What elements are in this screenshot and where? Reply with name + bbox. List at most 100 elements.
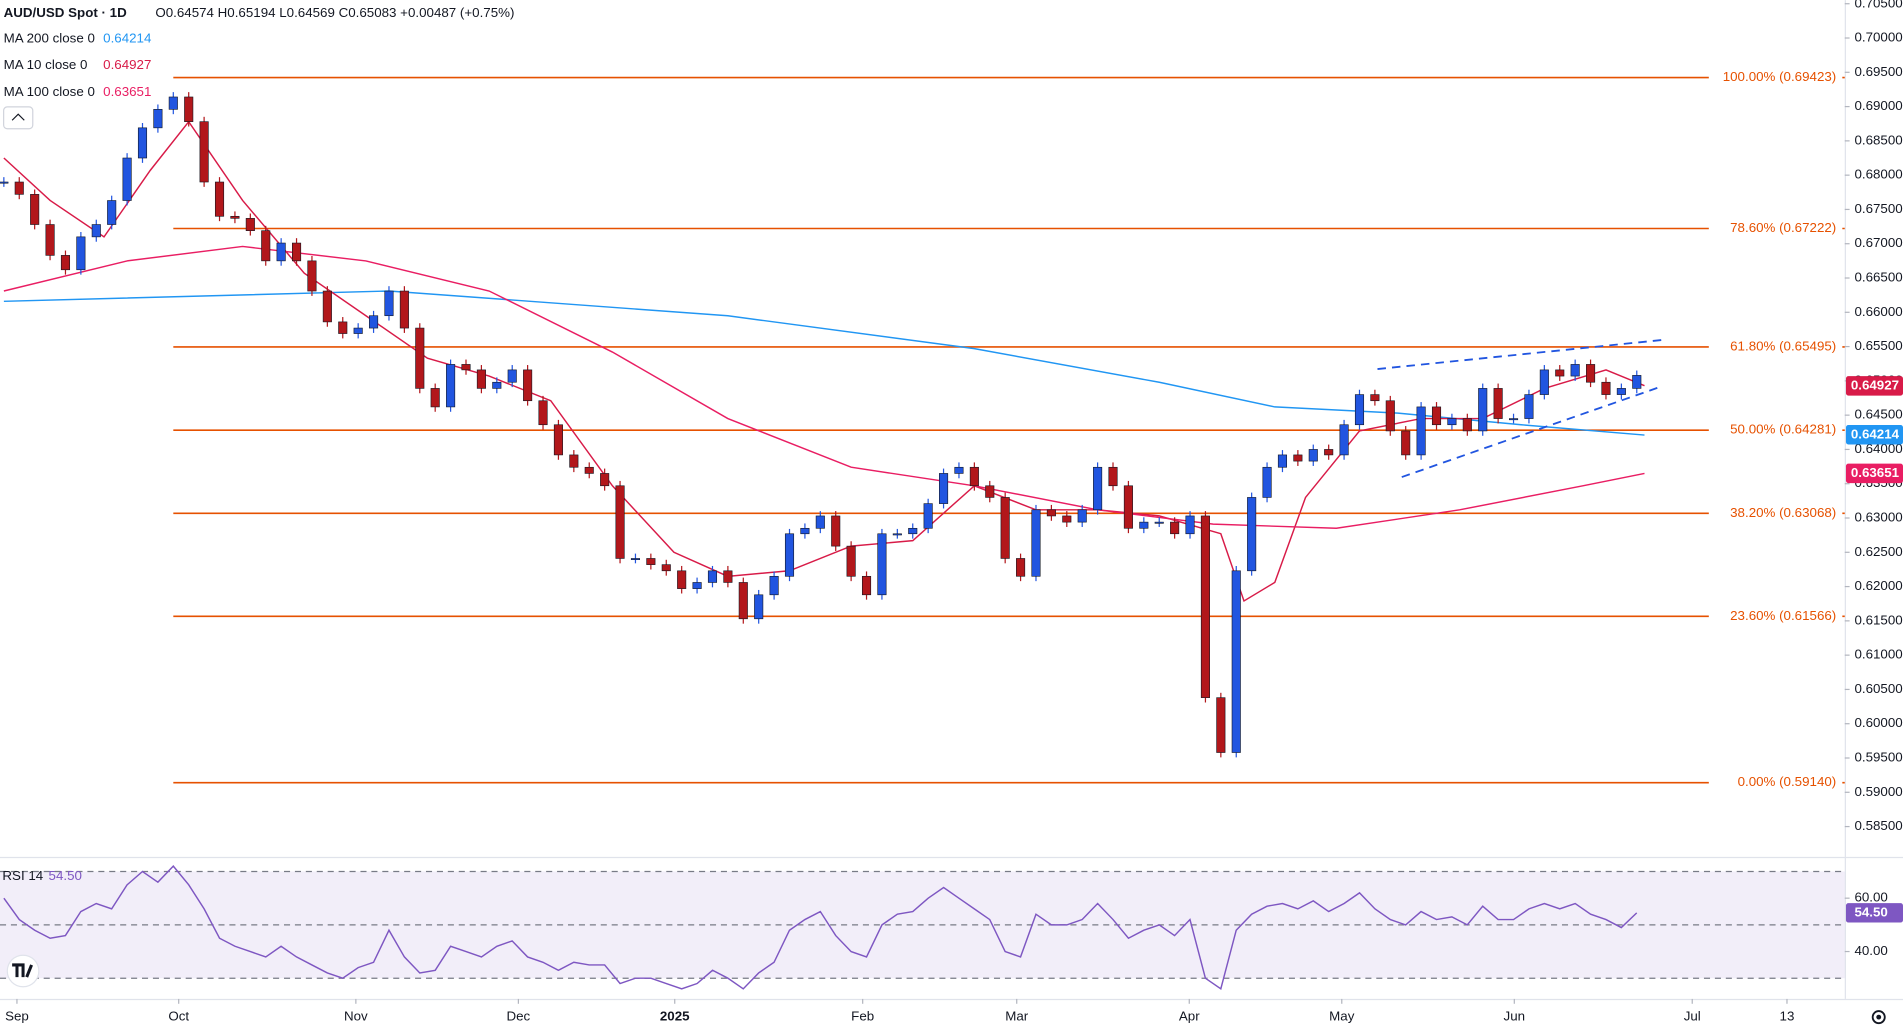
- y-tick-label: 0.69500: [1854, 64, 1902, 79]
- candle-body: [137, 127, 148, 159]
- candle-body: [353, 327, 363, 334]
- ohlc: O0.64574 H0.65194 L0.64569 C0.65083 +0.0…: [155, 5, 514, 20]
- candle-body: [1200, 515, 1210, 698]
- y-tick-label: 0.62500: [1854, 544, 1902, 559]
- candle-body: [199, 121, 209, 183]
- candle-body: [1370, 394, 1380, 402]
- x-tick-label: Feb: [851, 1009, 874, 1024]
- wedge-upper: [1377, 339, 1663, 370]
- candle-body: [76, 236, 86, 271]
- x-tick-label: Mar: [1005, 1009, 1029, 1024]
- candle-body: [615, 485, 625, 559]
- symbol: AUD/USD Spot · 1D: [4, 5, 127, 20]
- y-tick-label: 0.63000: [1854, 510, 1902, 525]
- candle-body: [507, 369, 517, 383]
- candle-body: [1447, 418, 1457, 426]
- candle-body: [1216, 697, 1226, 753]
- candle-body: [846, 545, 856, 577]
- candle-body: [1154, 521, 1164, 524]
- x-tick-label: 13: [1780, 1009, 1795, 1024]
- y-tick-label: 0.67500: [1854, 201, 1902, 216]
- candle-body: [1016, 558, 1026, 577]
- collapse-button[interactable]: [3, 106, 34, 130]
- candle-body: [630, 558, 640, 560]
- fib-label: 78.60% (0.67222): [1730, 220, 1836, 235]
- candle-body: [1308, 449, 1318, 462]
- candle-body: [230, 215, 240, 219]
- candle-body: [1108, 466, 1118, 487]
- candle-body: [492, 381, 502, 389]
- x-tick-label: Jun: [1504, 1009, 1526, 1024]
- candle-body: [1385, 400, 1395, 432]
- candle-body: [1601, 381, 1611, 395]
- rsi-tick-label: 60.00: [1854, 890, 1887, 905]
- candle-body: [91, 224, 101, 238]
- settings-icon[interactable]: [1871, 1010, 1886, 1025]
- candle-body: [0, 181, 9, 184]
- x-tick-label: Dec: [507, 1009, 531, 1024]
- candle-body: [446, 364, 456, 408]
- candle-body: [1339, 424, 1349, 456]
- candle-body: [1555, 369, 1565, 377]
- candle-body: [461, 364, 471, 371]
- candle-body: [292, 242, 302, 262]
- candle-body: [877, 533, 887, 596]
- x-tick-label: Oct: [168, 1009, 189, 1024]
- candle-body: [1247, 497, 1257, 572]
- legend-name: MA 10 close 0: [4, 57, 88, 72]
- candle-body: [1262, 466, 1272, 498]
- candle-body: [1632, 375, 1642, 389]
- fib-label-bg: [1708, 69, 1843, 87]
- fib-label-bg: [1708, 421, 1843, 439]
- candle-body: [476, 369, 486, 389]
- candle-body: [1324, 449, 1334, 456]
- legend-name: MA 200 close 0: [4, 30, 95, 45]
- candle-body: [307, 260, 317, 292]
- price-tag: [1845, 425, 1903, 445]
- candle-body: [384, 290, 394, 317]
- candle-body: [276, 242, 286, 262]
- rsi-tag-label: 54.50: [1854, 904, 1887, 919]
- legend-value: 0.64214: [103, 30, 152, 45]
- rsi-line: [3, 865, 1638, 991]
- candle-body: [1493, 388, 1503, 419]
- candle-body: [1000, 497, 1010, 559]
- candle-body: [399, 290, 409, 329]
- y-tick-label: 0.68500: [1854, 132, 1902, 147]
- fib-label-bg: [1708, 220, 1843, 237]
- price-tag-label: 0.64927: [1851, 377, 1899, 392]
- price-tag-label: 0.63651: [1851, 465, 1900, 480]
- y-tick-label: 0.68000: [1854, 167, 1902, 182]
- candle-body: [107, 200, 117, 225]
- candle-body: [1077, 509, 1087, 523]
- candle-body: [646, 558, 656, 565]
- candle-body: [184, 96, 194, 122]
- candle-body: [692, 582, 702, 589]
- candle-body: [939, 473, 949, 504]
- fib-label: 0.00% (0.59140): [1738, 774, 1837, 789]
- candle-body: [969, 466, 979, 487]
- x-tick-label: Jul: [1684, 1009, 1701, 1024]
- fib-label: 23.60% (0.61566): [1730, 608, 1836, 623]
- y-tick-label: 0.66000: [1854, 304, 1902, 319]
- candle-body: [815, 515, 825, 529]
- candle-body: [1093, 466, 1103, 511]
- candle-body: [1508, 418, 1519, 421]
- candle-body: [985, 485, 995, 498]
- candle-body: [1293, 454, 1303, 462]
- y-tick-label: 0.60500: [1854, 681, 1902, 696]
- x-tick-label: May: [1329, 1009, 1355, 1024]
- candle-body: [1031, 509, 1041, 577]
- candle-body: [1570, 364, 1580, 377]
- candle-body: [569, 454, 579, 468]
- candle-body: [1046, 509, 1056, 517]
- x-tick-label: Sep: [5, 1009, 29, 1024]
- candle-body: [800, 527, 810, 535]
- candle-body: [1231, 570, 1241, 753]
- fib-label-bg: [1708, 338, 1843, 356]
- candle-body: [677, 570, 687, 589]
- candle-body: [553, 424, 563, 456]
- candle-body: [153, 109, 163, 129]
